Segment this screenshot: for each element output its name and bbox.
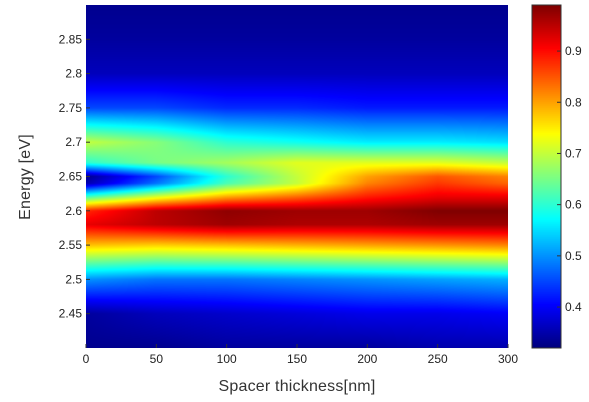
colorbar-tick-label: 0.9 <box>565 44 582 58</box>
y-tick-label: 2.65 <box>59 170 83 184</box>
x-tick-label: 150 <box>287 352 307 366</box>
y-tick-label: 2.85 <box>59 32 83 46</box>
x-tick-label: 50 <box>150 352 164 366</box>
x-tick-label: 0 <box>83 352 90 366</box>
x-axis-label: Spacer thickness[nm] <box>219 378 376 395</box>
colorbar-ticks: 0.4 0.5 0.6 0.7 0.8 0.9 <box>557 44 582 314</box>
y-axis-label: Energy [eV] <box>17 134 34 220</box>
x-axis-ticks: 0 50 100 150 200 250 300 <box>83 344 518 366</box>
x-tick-label: 300 <box>498 352 518 366</box>
y-axis-ticks: 2.45 2.5 2.55 2.6 2.65 2.7 2.75 2.8 2.85 <box>59 32 90 321</box>
colorbar-gradient <box>532 5 561 348</box>
x-tick-label: 200 <box>357 352 377 366</box>
colorbar-frame <box>531 4 562 349</box>
y-tick-label: 2.8 <box>65 67 82 81</box>
colorbar: 0.4 0.5 0.6 0.7 0.8 0.9 <box>531 4 582 349</box>
y-tick-label: 2.55 <box>59 238 83 252</box>
colorbar-tick-label: 0.8 <box>565 95 582 109</box>
x-tick-label: 100 <box>217 352 237 366</box>
y-tick-label: 2.45 <box>59 307 83 321</box>
colorbar-tick-label: 0.7 <box>565 146 582 160</box>
heatmap-image <box>86 5 508 348</box>
y-tick-label: 2.5 <box>65 272 82 286</box>
colorbar-tick-label: 0.6 <box>565 198 582 212</box>
y-tick-label: 2.6 <box>65 204 82 218</box>
colorbar-tick-label: 0.4 <box>565 300 582 314</box>
colorbar-tick-label: 0.5 <box>565 249 582 263</box>
plot-area <box>86 5 508 348</box>
y-tick-label: 2.75 <box>59 101 83 115</box>
y-tick-label: 2.7 <box>65 135 82 149</box>
x-tick-label: 250 <box>428 352 448 366</box>
